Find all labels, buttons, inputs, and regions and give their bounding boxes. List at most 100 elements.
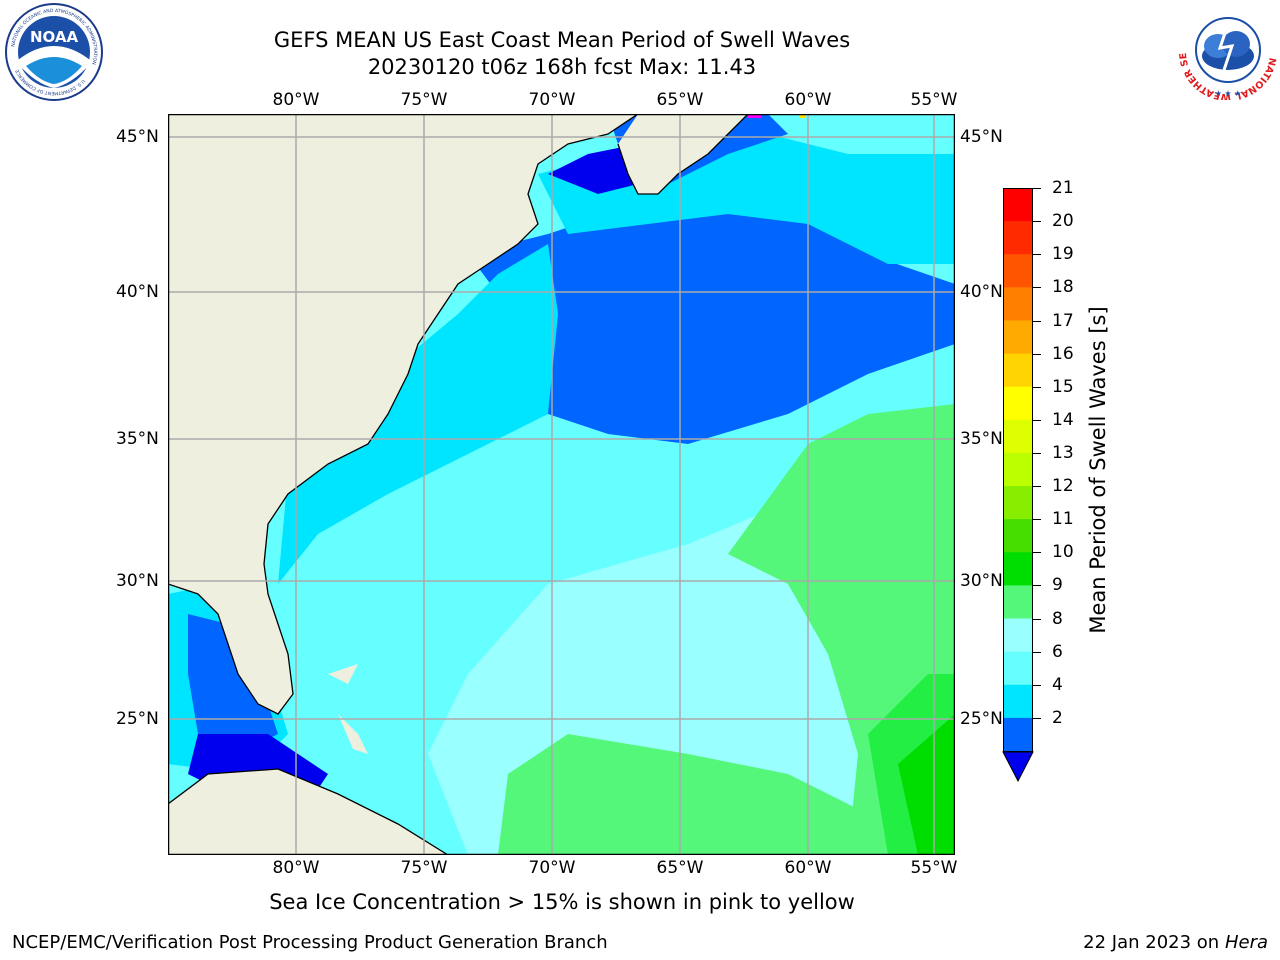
colorbar-tick-label: 14 [1052,409,1074,430]
north-america-landmass [168,114,638,714]
colorbar-segment [1003,486,1033,520]
colorbar-frame [1003,188,1033,752]
lat-label-left-40n: 40°N [116,282,159,302]
lat-label-left-35n: 35°N [116,429,159,449]
footer-host: Hera [1224,932,1268,953]
colorbar-tick-label: 18 [1052,277,1074,298]
sea-ice-mark [800,114,806,118]
lat-label-right-25n: 25°N [960,709,1003,729]
lat-label-right-35n: 35°N [960,429,1003,449]
colorbar-tick-label: 4 [1052,674,1063,695]
sea-ice-mark [748,114,762,118]
colorbar-label: Mean Period of Swell Waves [s] [1086,306,1110,634]
colorbar-tick [1033,717,1041,719]
colorbar-segment [1003,684,1033,719]
chart-title-line1: GEFS MEAN US East Coast Mean Period of S… [273,28,851,52]
lon-label-bottom-80w: 80°W [272,858,320,878]
colorbar-tick-label: 20 [1052,211,1074,232]
bahamas-island [328,664,358,684]
colorbar-tick [1033,452,1041,454]
colorbar-segment [1003,221,1033,255]
colorbar-tick [1033,585,1041,587]
colorbar-segment [1003,419,1033,454]
colorbar-tick-label: 16 [1052,343,1074,364]
colorbar-tick-label: 17 [1052,310,1074,331]
colorbar-tick [1033,618,1041,620]
lon-label-top-80w: 80°W [272,90,320,110]
lon-label-top-55w: 55°W [910,90,958,110]
colorbar-tick-label: 11 [1052,509,1074,530]
lon-label-bottom-70w: 70°W [528,858,576,878]
colorbar-tick-label: 10 [1052,542,1074,563]
noaa-logo-text: NOAA [30,28,79,46]
lon-label-bottom-60w: 60°W [784,858,832,878]
colorbar [1002,188,1034,783]
lat-label-right-30n: 30°N [960,571,1003,591]
coastline [168,114,639,715]
colorbar-tick [1033,353,1041,355]
sea-ice-note: Sea Ice Concentration > 15% is shown in … [269,890,855,914]
colorbar-tick [1033,486,1041,488]
colorbar-under-triangle [1002,751,1034,783]
contour-region-11s [898,714,955,855]
lon-label-bottom-55w: 55°W [910,858,958,878]
footer-credit: NCEP/EMC/Verification Post Processing Pr… [12,932,608,953]
lon-label-top-70w: 70°W [528,90,576,110]
lat-label-left-45n: 45°N [116,127,159,147]
colorbar-tick [1033,254,1041,256]
colorbar-tick [1033,651,1041,653]
lat-label-left-25n: 25°N [116,709,159,729]
colorbar-tick-label: 13 [1052,442,1074,463]
coastline-cuba [168,768,449,855]
lon-label-bottom-65w: 65°W [656,858,704,878]
lon-label-bottom-75w: 75°W [400,858,448,878]
lon-label-top-65w: 65°W [656,90,704,110]
colorbar-segment [1003,287,1033,321]
contour-region-2-4s [468,194,955,444]
nova-scotia-landmass [618,114,748,194]
colorbar-tick-label: 6 [1052,641,1063,662]
colorbar-tick [1033,221,1041,223]
colorbar-segment [1003,519,1033,553]
colorbar-segment [1003,552,1033,586]
colorbar-segment [1003,651,1033,686]
colorbar-tick-label: 19 [1052,244,1074,265]
lat-label-left-30n: 30°N [116,571,159,591]
bahamas-island-2 [338,714,368,754]
svg-text:★ ★ ★: ★ ★ ★ [1215,89,1242,98]
colorbar-tick [1033,519,1041,521]
colorbar-tick-label: 2 [1052,707,1063,728]
colorbar-tick [1033,386,1041,388]
footer-date: 22 Jan 2023 on Hera [1083,932,1268,953]
colorbar-segment [1003,320,1033,355]
colorbar-tick [1033,320,1041,322]
colorbar-segment [1003,452,1033,487]
noaa-logo: NOAA NATIONAL OCEANIC AND ATMOSPHERIC AD… [5,3,103,101]
nws-logo: NATIONAL WEATHER SERVICE ★ ★ ★ [1176,0,1278,100]
colorbar-tick-label: 9 [1052,575,1063,596]
map-frame [168,114,955,855]
colorbar-tick-label: 21 [1052,178,1074,198]
colorbar-segment [1003,618,1033,653]
lat-label-right-40n: 40°N [960,282,1003,302]
lon-label-top-60w: 60°W [784,90,832,110]
colorbar-segment [1003,717,1033,752]
footer-date-text: 22 Jan 2023 on [1083,932,1225,953]
colorbar-segment [1003,254,1033,288]
lat-label-right-45n: 45°N [960,127,1003,147]
contour-region-4-6s-coast [278,244,558,584]
colorbar-segment [1003,188,1033,222]
colorbar-segment [1003,585,1033,620]
colorbar-tick-label: 8 [1052,608,1063,629]
swell-period-map [168,114,955,855]
colorbar-tick [1033,684,1041,686]
colorbar-tick [1033,419,1041,421]
contour-region-9-10s-south [498,734,868,855]
chart-title-line2: 20230120 t06z 168h fcst Max: 11.43 [367,55,757,79]
colorbar-tick-label: 15 [1052,376,1074,397]
colorbar-tick-label: 12 [1052,476,1074,497]
colorbar-tick [1033,188,1041,189]
colorbar-tick [1033,552,1041,554]
colorbar-segment [1003,386,1033,421]
cuba-landmass [168,769,448,855]
